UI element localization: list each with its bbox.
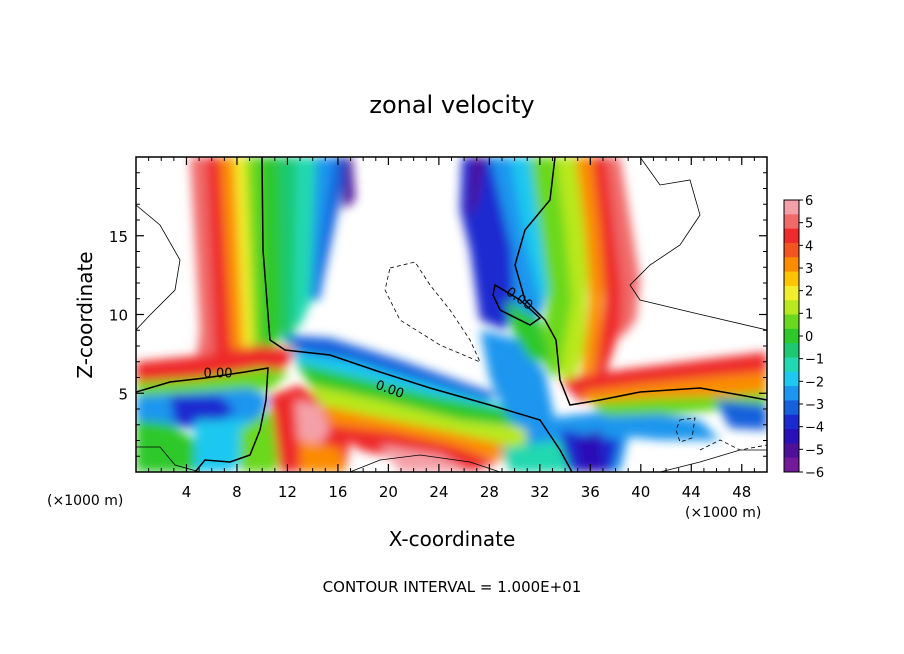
- colorbar-label: −4: [805, 421, 824, 436]
- colorbar-swatch: [784, 314, 799, 330]
- colorbar-swatch: [784, 443, 799, 459]
- colorbar-swatch: [784, 386, 799, 401]
- colorbar-swatch: [784, 228, 799, 244]
- colorbar-swatch: [784, 371, 799, 387]
- colorbar-swatch: [784, 357, 799, 373]
- colorbar-label: 0: [805, 330, 813, 345]
- x-tick-label: 4: [182, 483, 192, 501]
- colorbar-label: −2: [805, 375, 824, 390]
- colorbar-swatch: [784, 400, 799, 416]
- x-tick-label: 40: [631, 483, 650, 501]
- x-tick-label: 12: [278, 483, 297, 501]
- contour-lines: [136, 157, 767, 472]
- x-tick-label: 16: [328, 483, 347, 501]
- y-tick-label: 10: [109, 307, 128, 325]
- colorbar-swatch: [784, 214, 799, 230]
- contour-lines-thin: [136, 157, 767, 472]
- colorbar-swatch: [784, 429, 799, 444]
- x-tick-label: 8: [232, 483, 242, 501]
- colorbar-label: 1: [805, 307, 813, 322]
- x-tick-label: 20: [379, 483, 398, 501]
- x-unit-right: (×1000 m): [685, 505, 761, 521]
- colorbar: 6 5 4 3 2 1 0 −1 −2 −3 −4 −5 −6: [783, 194, 824, 481]
- colorbar-label: 3: [805, 262, 813, 277]
- y-tick-label: 15: [109, 228, 128, 246]
- x-tick-label: 32: [530, 483, 549, 501]
- x-axis-label: X-coordinate: [389, 527, 516, 551]
- chart-title: zonal velocity: [369, 91, 534, 119]
- colorbar-label: −3: [805, 398, 824, 413]
- colorbar-swatch: [784, 271, 799, 287]
- contour-interval-note: CONTOUR INTERVAL = 1.000E+01: [323, 578, 582, 596]
- colorbar-swatch: [784, 285, 799, 301]
- y-axis-ticks: 5 10 15: [109, 172, 767, 457]
- contour-label: 0.00: [204, 367, 233, 382]
- colorbar-swatch: [784, 328, 799, 344]
- y-axis-label: Z-coordinate: [73, 251, 97, 378]
- colorbar-swatch: [784, 200, 799, 215]
- colorbar-swatch: [784, 343, 799, 358]
- colorbar-swatch: [784, 457, 799, 473]
- colorbar-label: 5: [805, 217, 813, 232]
- colorbar-label: −1: [805, 353, 824, 368]
- colorbar-label: −5: [805, 443, 824, 458]
- colorbar-swatch: [784, 300, 799, 316]
- colorbar-label: 6: [805, 194, 813, 209]
- colorbar-swatch: [784, 414, 799, 430]
- colorbar-label: −6: [805, 466, 824, 481]
- x-tick-label: 24: [429, 483, 448, 501]
- x-tick-label: 44: [682, 483, 701, 501]
- x-unit-left: (×1000 m): [47, 493, 123, 509]
- colorbar-swatch: [784, 242, 799, 258]
- x-tick-label: 48: [732, 483, 751, 501]
- colorbar-label: 4: [805, 239, 813, 254]
- y-tick-label: 5: [118, 385, 128, 403]
- colorbar-label: 2: [805, 285, 813, 300]
- velocity-field: [136, 157, 767, 472]
- x-tick-label: 28: [480, 483, 499, 501]
- colorbar-swatch: [784, 257, 799, 273]
- x-tick-label: 36: [581, 483, 600, 501]
- x-axis-ticks: 4 8 12 16 20 24 28 32 36 40 44 48: [148, 157, 755, 501]
